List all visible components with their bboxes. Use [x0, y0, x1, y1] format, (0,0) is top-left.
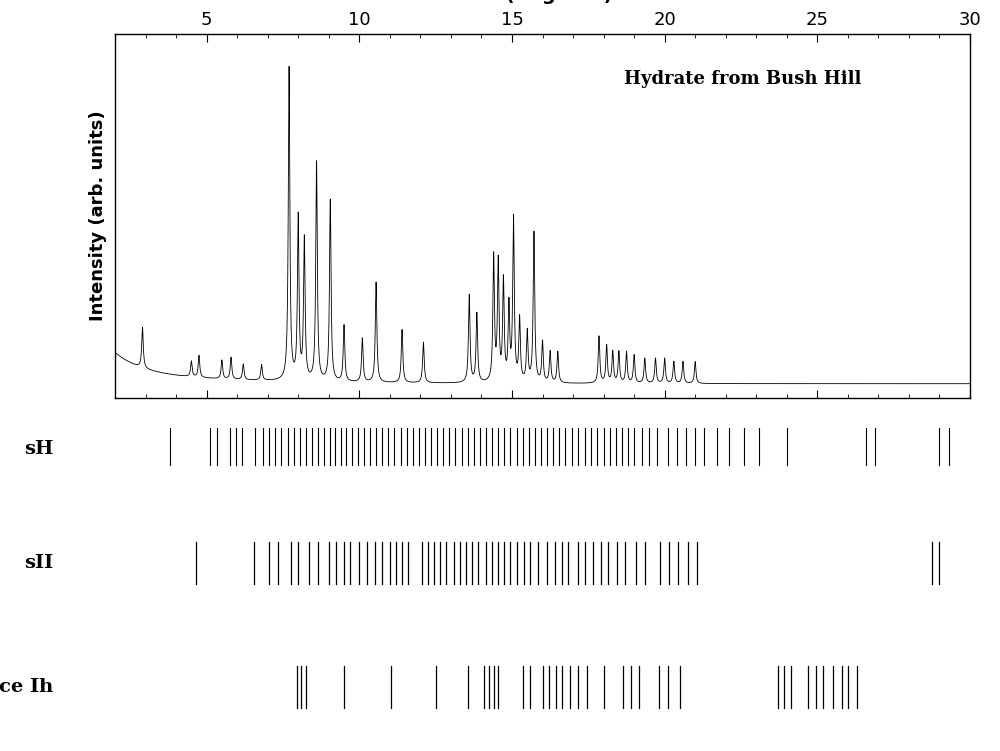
X-axis label: 2θ (degrees): 2θ (degrees)	[472, 0, 613, 4]
Text: Ice Ih: Ice Ih	[0, 678, 53, 696]
Y-axis label: Intensity (arb. units): Intensity (arb. units)	[89, 110, 107, 321]
Text: sH: sH	[24, 440, 53, 457]
Text: sII: sII	[24, 554, 53, 572]
Text: Hydrate from Bush Hill: Hydrate from Bush Hill	[624, 71, 861, 88]
